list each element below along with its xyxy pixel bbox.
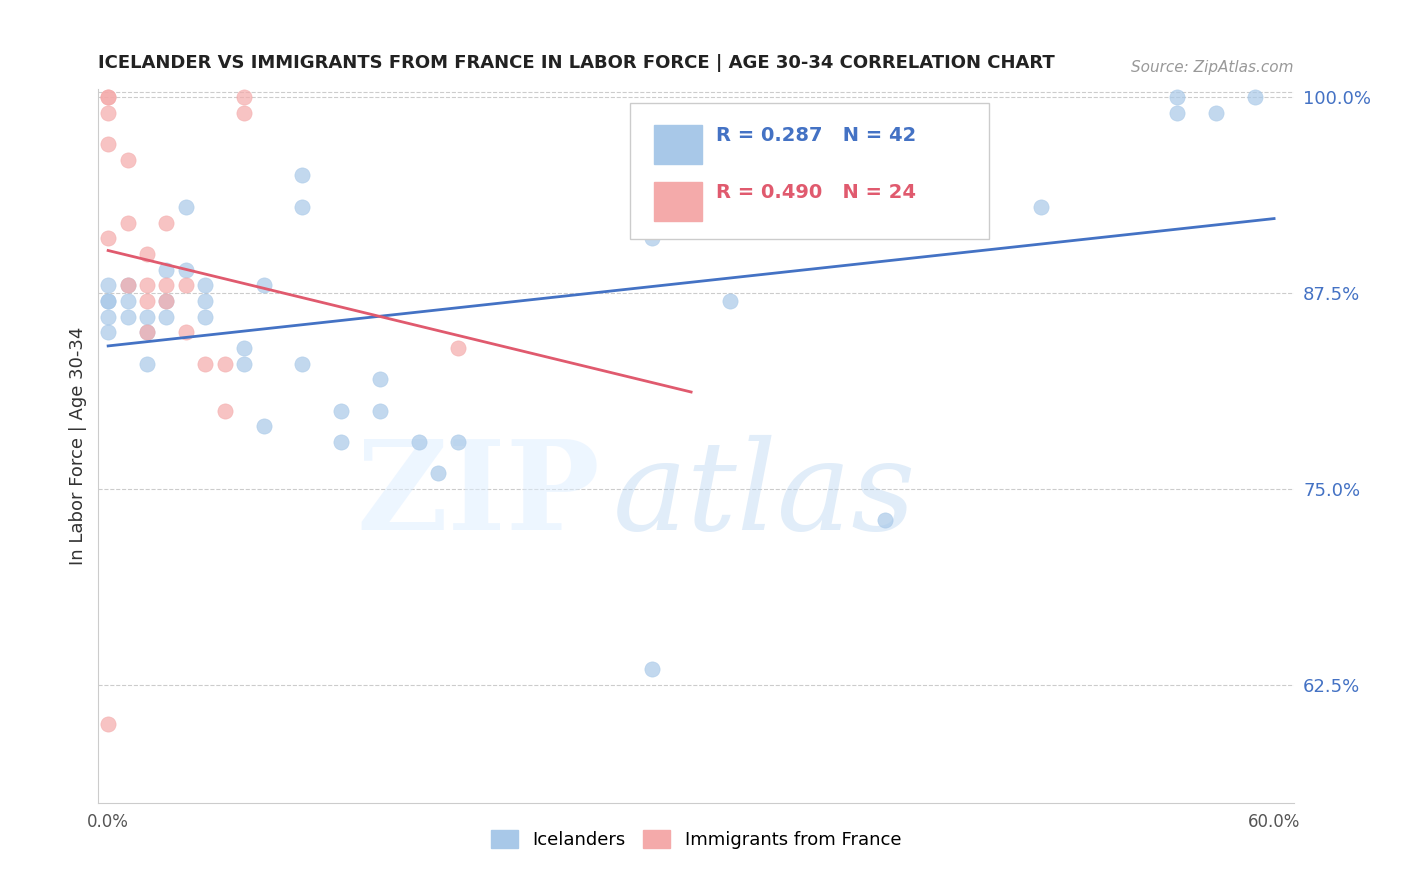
- Point: [447, 341, 470, 355]
- Point: [252, 419, 274, 434]
- Point: [1029, 200, 1052, 214]
- Point: [136, 278, 159, 293]
- Point: [291, 169, 314, 183]
- Point: [155, 278, 177, 293]
- Point: [117, 215, 139, 229]
- Point: [875, 514, 897, 528]
- Text: Source: ZipAtlas.com: Source: ZipAtlas.com: [1130, 60, 1294, 75]
- Point: [330, 435, 353, 450]
- Point: [233, 357, 256, 371]
- Point: [97, 231, 120, 245]
- Point: [291, 200, 314, 214]
- Point: [117, 310, 139, 324]
- Y-axis label: In Labor Force | Age 30-34: In Labor Force | Age 30-34: [69, 326, 87, 566]
- Point: [155, 293, 177, 308]
- Point: [97, 717, 120, 731]
- Point: [97, 293, 120, 308]
- Text: ICELANDER VS IMMIGRANTS FROM FRANCE IN LABOR FORCE | AGE 30-34 CORRELATION CHART: ICELANDER VS IMMIGRANTS FROM FRANCE IN L…: [98, 54, 1054, 72]
- Point: [136, 357, 159, 371]
- Point: [641, 663, 664, 677]
- Point: [194, 293, 217, 308]
- Point: [117, 278, 139, 293]
- FancyBboxPatch shape: [630, 103, 988, 239]
- Point: [117, 293, 139, 308]
- Bar: [654, 182, 702, 221]
- Point: [408, 435, 430, 450]
- Point: [174, 326, 197, 340]
- Point: [97, 293, 120, 308]
- Point: [291, 357, 314, 371]
- Point: [97, 90, 120, 104]
- Point: [252, 278, 274, 293]
- Point: [1166, 105, 1188, 120]
- Text: atlas: atlas: [613, 435, 915, 557]
- Point: [136, 293, 159, 308]
- Text: R = 0.490   N = 24: R = 0.490 N = 24: [716, 183, 917, 202]
- Point: [368, 403, 391, 417]
- Point: [447, 435, 470, 450]
- Legend: Icelanders, Immigrants from France: Icelanders, Immigrants from France: [481, 821, 911, 858]
- Point: [155, 293, 177, 308]
- Point: [136, 326, 159, 340]
- Point: [97, 90, 120, 104]
- Point: [97, 137, 120, 152]
- Point: [97, 278, 120, 293]
- Point: [155, 310, 177, 324]
- Bar: [654, 125, 702, 164]
- Point: [136, 247, 159, 261]
- Point: [136, 326, 159, 340]
- Text: R = 0.287   N = 42: R = 0.287 N = 42: [716, 126, 917, 145]
- Point: [214, 357, 236, 371]
- Point: [117, 278, 139, 293]
- Point: [233, 90, 256, 104]
- Point: [194, 310, 217, 324]
- Point: [641, 231, 664, 245]
- Point: [427, 467, 450, 481]
- Point: [174, 262, 197, 277]
- Point: [330, 403, 353, 417]
- Point: [233, 105, 256, 120]
- Point: [97, 326, 120, 340]
- Point: [1205, 105, 1227, 120]
- Point: [117, 153, 139, 167]
- Point: [97, 310, 120, 324]
- Point: [718, 293, 741, 308]
- Point: [194, 278, 217, 293]
- Point: [97, 105, 120, 120]
- Point: [155, 262, 177, 277]
- Point: [1243, 90, 1265, 104]
- Point: [194, 357, 217, 371]
- Point: [155, 215, 177, 229]
- Point: [214, 403, 236, 417]
- Point: [368, 372, 391, 386]
- Point: [174, 200, 197, 214]
- Text: ZIP: ZIP: [357, 435, 600, 557]
- Point: [233, 341, 256, 355]
- Point: [136, 310, 159, 324]
- Point: [174, 278, 197, 293]
- Point: [1166, 90, 1188, 104]
